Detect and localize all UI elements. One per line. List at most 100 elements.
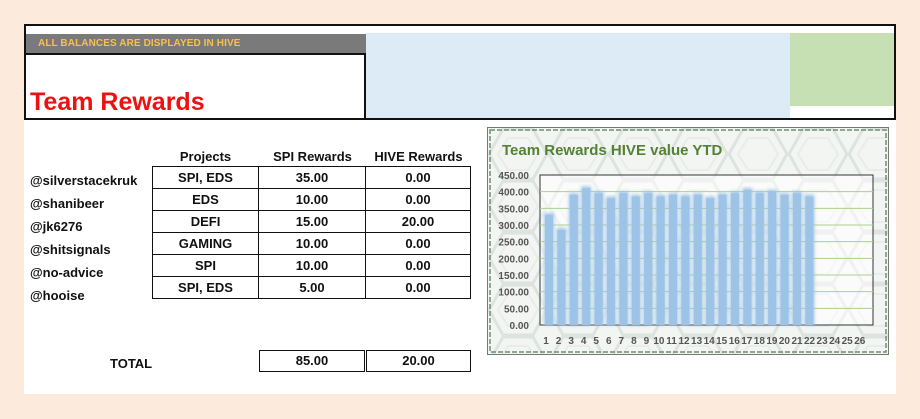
column-header-spi-rewards: SPI Rewards [273, 149, 352, 164]
x-tick-label: 2 [556, 336, 562, 347]
x-tick-label: 9 [644, 336, 650, 347]
y-tick-label: 150.00 [498, 271, 529, 282]
projects-cell[interactable]: GAMING [152, 232, 259, 255]
header-divider [364, 53, 366, 120]
spi-rewards-cell[interactable]: 15.00 [258, 210, 366, 233]
spi-rewards-cell[interactable]: 10.00 [258, 254, 366, 277]
bar[interactable] [718, 195, 727, 325]
x-tick-label: 14 [704, 336, 716, 347]
column-header-projects: Projects [179, 149, 232, 164]
x-tick-label: 3 [568, 336, 574, 347]
user-name: @silverstacekruk [30, 173, 138, 188]
x-tick-label: 26 [854, 336, 866, 347]
total-spi-cell[interactable]: 85.00 [259, 350, 365, 372]
chart-title: Team Rewards HIVE value YTD [502, 142, 723, 159]
bar[interactable] [755, 193, 764, 325]
hive-rewards-cell[interactable]: 0.00 [365, 232, 471, 255]
bar[interactable] [780, 195, 789, 325]
bar[interactable] [557, 230, 566, 325]
x-tick-label: 6 [606, 336, 612, 347]
hive-notice-text: ALL BALANCES ARE DISPLAYED IN HIVE [38, 38, 241, 49]
bar-series [544, 186, 815, 325]
table-row: GAMING 10.00 0.00 [152, 232, 471, 255]
x-tick-label: 24 [829, 336, 841, 347]
bar[interactable] [569, 195, 578, 325]
user-name: @jk6276 [30, 219, 83, 234]
bar[interactable] [669, 195, 677, 325]
hive-rewards-cell[interactable]: 0.00 [365, 276, 471, 299]
bar[interactable] [631, 196, 640, 325]
y-tick-label: 250.00 [498, 238, 529, 249]
bar[interactable] [656, 196, 665, 325]
hive-rewards-cell[interactable]: 0.00 [365, 188, 471, 211]
bar[interactable] [607, 198, 615, 325]
hive-rewards-cell[interactable]: 20.00 [365, 210, 471, 233]
x-tick-label: 13 [691, 336, 703, 347]
y-tick-label: 50.00 [504, 304, 529, 315]
y-tick-label: 450.00 [498, 171, 529, 182]
spi-rewards-cell[interactable]: 10.00 [258, 188, 366, 211]
y-tick-label: 300.00 [498, 221, 529, 232]
bar[interactable] [582, 188, 591, 325]
y-tick-label: 400.00 [498, 188, 529, 199]
rewards-table: SPI, EDS 35.00 0.00 EDS 10.00 0.00 DEFI … [152, 166, 471, 299]
x-tick-label: 22 [804, 336, 816, 347]
hive-value-chart[interactable]: Team Rewards HIVE value YTD 0.00 50.00 100… [487, 127, 889, 355]
spi-rewards-cell[interactable]: 35.00 [258, 166, 366, 189]
x-tick-label: 10 [653, 336, 665, 347]
x-tick-label: 1 [543, 336, 549, 347]
x-tick-label: 15 [716, 336, 728, 347]
page-title: Team Rewards [30, 88, 205, 116]
projects-cell[interactable]: DEFI [152, 210, 259, 233]
x-tick-label: 25 [842, 336, 854, 347]
projects-cell[interactable]: SPI, EDS [152, 166, 259, 189]
hive-notice-banner: ALL BALANCES ARE DISPLAYED IN HIVE [26, 34, 366, 53]
hive-rewards-cell[interactable]: 0.00 [365, 166, 471, 189]
header-frame [24, 24, 896, 120]
x-tick-label: 23 [817, 336, 829, 347]
x-tick-label: 17 [741, 336, 753, 347]
table-row: SPI 10.00 0.00 [152, 254, 471, 277]
bar[interactable] [706, 198, 715, 325]
bar[interactable] [805, 196, 814, 325]
bar[interactable] [545, 215, 553, 325]
chart-border [489, 129, 887, 353]
y-tick-label: 0.00 [510, 321, 530, 332]
table-row: SPI, EDS 5.00 0.00 [152, 276, 471, 299]
user-name: @shanibeer [30, 196, 105, 211]
x-tick-label: 7 [619, 336, 625, 347]
bar[interactable] [644, 193, 653, 325]
column-header-hive-rewards: HIVE Rewards [374, 149, 463, 164]
x-axis-ticks: 1 2 3 4 5 6 7 8 9 10 11 12 13 14 15 16 17 18 19 20 21 22 23 24 2… [543, 336, 866, 347]
projects-cell[interactable]: SPI [152, 254, 259, 277]
y-axis-ticks: 0.00 50.00 100.00 150.00 200.00 250.00 300.00 3… [498, 171, 529, 332]
bar[interactable] [731, 193, 739, 325]
spi-rewards-cell[interactable]: 5.00 [258, 276, 366, 299]
user-name: @no-advice [30, 265, 104, 280]
bar[interactable] [594, 193, 603, 325]
table-row: DEFI 15.00 20.00 [152, 210, 471, 233]
x-tick-label: 21 [791, 336, 803, 347]
bar[interactable] [693, 195, 702, 325]
y-tick-label: 200.00 [498, 254, 529, 265]
total-hive-cell[interactable]: 20.00 [366, 350, 471, 372]
bar[interactable] [793, 193, 801, 325]
x-tick-label: 19 [766, 336, 778, 347]
bar[interactable] [743, 190, 752, 325]
x-tick-label: 4 [581, 336, 587, 347]
projects-cell[interactable]: SPI, EDS [152, 276, 259, 299]
chart-canvas: Team Rewards HIVE value YTD 0.0050.00100… [488, 128, 888, 354]
spi-rewards-cell[interactable]: 10.00 [258, 232, 366, 255]
total-label: TOTAL [110, 356, 153, 371]
x-tick-label: 20 [779, 336, 791, 347]
projects-cell[interactable]: EDS [152, 188, 259, 211]
bar[interactable] [768, 191, 777, 325]
hive-rewards-cell[interactable]: 0.00 [365, 254, 471, 277]
bar[interactable] [619, 193, 628, 325]
y-tick-label: 350.00 [498, 204, 529, 215]
y-tick-label: 100.00 [498, 288, 529, 299]
bar[interactable] [681, 196, 690, 325]
x-tick-label: 16 [729, 336, 741, 347]
table-row: EDS 10.00 0.00 [152, 188, 471, 211]
green-info-panel [790, 33, 894, 106]
